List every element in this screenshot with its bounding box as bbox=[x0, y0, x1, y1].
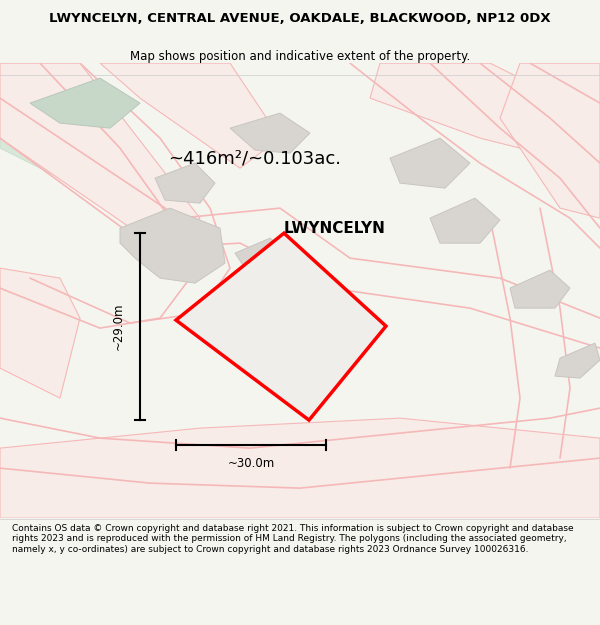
Text: LWYNCELYN: LWYNCELYN bbox=[284, 221, 386, 236]
Polygon shape bbox=[120, 208, 225, 283]
Polygon shape bbox=[370, 63, 600, 168]
Polygon shape bbox=[235, 238, 295, 283]
Polygon shape bbox=[0, 268, 80, 398]
Polygon shape bbox=[0, 63, 200, 248]
Polygon shape bbox=[155, 163, 215, 203]
Polygon shape bbox=[0, 418, 600, 518]
Text: LWYNCELYN, CENTRAL AVENUE, OAKDALE, BLACKWOOD, NP12 0DX: LWYNCELYN, CENTRAL AVENUE, OAKDALE, BLAC… bbox=[49, 12, 551, 25]
Polygon shape bbox=[176, 233, 386, 420]
Text: Contains OS data © Crown copyright and database right 2021. This information is : Contains OS data © Crown copyright and d… bbox=[12, 524, 574, 554]
Polygon shape bbox=[230, 113, 310, 153]
Polygon shape bbox=[390, 138, 470, 188]
Polygon shape bbox=[500, 63, 600, 218]
Text: Map shows position and indicative extent of the property.: Map shows position and indicative extent… bbox=[130, 50, 470, 62]
Text: ~30.0m: ~30.0m bbox=[227, 457, 275, 470]
Polygon shape bbox=[510, 270, 570, 308]
Text: ~29.0m: ~29.0m bbox=[112, 303, 125, 351]
Polygon shape bbox=[260, 293, 305, 325]
Text: ~416m²/~0.103ac.: ~416m²/~0.103ac. bbox=[169, 149, 341, 167]
Polygon shape bbox=[430, 198, 500, 243]
Polygon shape bbox=[100, 63, 280, 168]
Polygon shape bbox=[0, 63, 130, 178]
Polygon shape bbox=[555, 343, 600, 378]
Polygon shape bbox=[30, 78, 140, 128]
